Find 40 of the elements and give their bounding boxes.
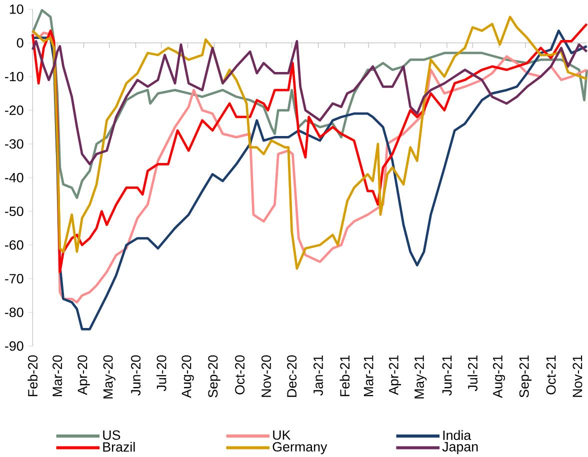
legend-label: Brazil <box>103 442 135 452</box>
y-tick-label: 10 <box>10 4 24 14</box>
legend-label: Germany <box>272 442 328 454</box>
x-tick-label: Jul-21 <box>468 356 478 392</box>
x-tick-label: Nov-21 <box>572 356 582 398</box>
x-tick-label: Apr-21 <box>388 356 402 396</box>
y-tick-label: -80 <box>5 308 24 318</box>
x-tick-label: Feb-21 <box>340 356 350 396</box>
x-tick-label: May-21 <box>414 356 427 399</box>
line-series <box>31 40 588 166</box>
y-tick-label: -60 <box>5 240 24 250</box>
x-tick-label: Jan-21 <box>313 356 323 396</box>
y-tick-label: -40 <box>5 173 24 182</box>
legend-label: Japan <box>442 442 478 454</box>
x-tick-label: Mar-21 <box>364 356 374 396</box>
y-tick-label: -50 <box>5 206 24 216</box>
legend-label: India <box>443 430 472 440</box>
x-tick-label: Sep-20 <box>208 356 220 398</box>
x-tick-label: Jun-20 <box>131 356 141 396</box>
x-tick-label: Oct-20 <box>235 355 245 395</box>
x-tick-label: Dec-20 <box>287 356 297 398</box>
y-tick-label: 0 <box>16 38 24 48</box>
x-tick-label: May-20 <box>103 356 116 399</box>
y-tick-label: -90 <box>5 341 24 351</box>
x-tick-label: Apr-20 <box>78 356 90 396</box>
legend-label: UK <box>273 430 291 440</box>
x-tick-label: Nov-20 <box>261 356 271 398</box>
x-tick-label: Jun-21 <box>442 356 452 396</box>
legend-label: US <box>103 430 120 440</box>
y-tick-label: -70 <box>5 274 24 284</box>
y-tick-label: -30 <box>5 139 24 149</box>
x-tick-label: Mar-20 <box>52 356 62 396</box>
x-tick-label: Feb-20 <box>28 356 38 396</box>
y-tick-label: -10 <box>5 72 24 82</box>
x-tick-label: Aug-20 <box>182 356 194 398</box>
y-tick-label: -20 <box>5 106 24 116</box>
x-tick-label: Aug-21 <box>492 356 506 398</box>
x-tick-label: Oct-21 <box>546 356 556 395</box>
x-tick-label: Jul-20 <box>156 356 166 392</box>
x-tick-label: Sep-21 <box>519 356 532 398</box>
